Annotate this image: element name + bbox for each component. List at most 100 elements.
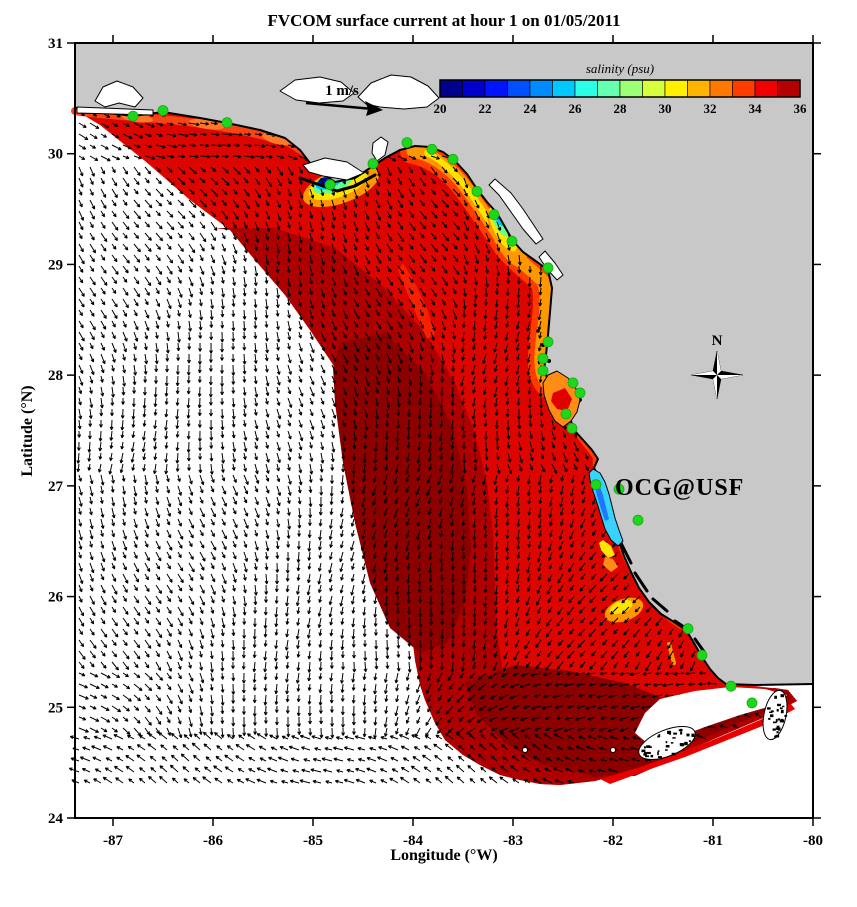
island-speckle: [777, 727, 781, 731]
charlotte-mouth-yellow: [599, 540, 615, 558]
station-dot: [590, 479, 602, 491]
colorbar-segment: [507, 79, 531, 98]
bay-apalachicola-lagoon: [302, 157, 365, 181]
island-speckle: [646, 745, 651, 748]
bay-pensacola: [94, 80, 144, 108]
island-speckle: [768, 717, 771, 720]
y-tick-label: 25: [48, 700, 63, 716]
x-tick-label: -81: [703, 833, 723, 849]
station-dot: [613, 483, 625, 495]
y-tick-label: 28: [48, 368, 63, 384]
keys-island-cluster-1-speckles: [641, 728, 695, 759]
station-dot: [367, 158, 379, 170]
x-tick-label: -87: [103, 833, 123, 849]
axes-box-and-ticks: -87 -86 -85 -84 -83 -82 -81 -80 31 30 29 28 27 26 25 24: [48, 35, 823, 849]
watermark-text: OCG@USF: [615, 475, 744, 501]
colorbar-tick-label: 26: [569, 101, 583, 116]
island-hole-2: [610, 747, 616, 753]
bigbend-marsh-strip: [488, 178, 544, 245]
x-tick-label: -85: [303, 833, 323, 849]
island-speckle: [774, 735, 778, 738]
station-dot: [560, 408, 572, 420]
x-tick-label: -80: [803, 833, 823, 849]
station-dot: [566, 422, 578, 434]
colorbar-segment: [732, 79, 756, 98]
colorbar-tick-label: 30: [659, 101, 672, 116]
island-speckle: [779, 707, 783, 710]
x-tick-label: -83: [503, 833, 523, 849]
current-vector-arrows: [68, 111, 784, 784]
tampa-bay-red-patch: [551, 388, 572, 411]
colorbar-segment: [664, 79, 688, 98]
keys-island-cluster-2: [762, 689, 788, 741]
island-speckle: [688, 740, 691, 743]
x-tick-label: -86: [203, 833, 223, 849]
colorbar-segment: [439, 79, 463, 98]
island-speckle: [776, 731, 779, 734]
station-dot: [447, 153, 459, 165]
island-speckle: [673, 732, 677, 735]
island-speckle: [770, 710, 774, 713]
bay-st-joseph: [371, 136, 389, 162]
scale-arrow: 1 m/s: [305, 83, 383, 116]
y-tick-label: 31: [48, 36, 63, 52]
island-speckle: [665, 741, 668, 744]
colorbar-segment: [552, 79, 576, 98]
colorbar-segment: [642, 79, 666, 98]
island-speckle: [782, 705, 785, 708]
charlotte-mouth-orange: [603, 557, 618, 572]
station-dot: [682, 623, 694, 635]
station-dot: [488, 209, 500, 221]
compass-star-white-n: [717, 351, 721, 375]
north-blob-3: [262, 132, 292, 146]
sanibel-yellow: [609, 600, 633, 614]
station-dot: [632, 514, 644, 526]
y-tick-label: 30: [48, 147, 63, 163]
bay-panama-city: [357, 74, 440, 110]
barrier-apalachicola: [298, 173, 377, 193]
y-tick-label: 26: [48, 590, 64, 606]
compass-star-white-w: [691, 371, 717, 375]
colorbar-tick-label: 32: [704, 101, 717, 116]
island-speckle: [686, 733, 690, 737]
compass-rose: N: [690, 333, 744, 400]
colorbar-segment: [777, 79, 801, 98]
plot-border: [74, 42, 814, 819]
bay-choctawhatchee: [279, 76, 355, 104]
compass-north-label: N: [712, 333, 723, 349]
island-speckle: [784, 714, 788, 717]
y-tick-label: 27: [48, 479, 64, 495]
island-speckle: [769, 711, 773, 714]
island-speckle: [772, 721, 777, 724]
station-dot: [537, 365, 549, 377]
scale-arrow-head: [365, 101, 383, 116]
island-speckle: [774, 695, 777, 699]
island-hole-1: [522, 747, 528, 753]
island-speckle: [767, 707, 771, 710]
colorbar-tick-label: 34: [749, 101, 763, 116]
station-dot: [471, 185, 483, 197]
island-speckle: [665, 745, 670, 748]
island-speckle: [643, 753, 647, 756]
x-tick-label: -82: [603, 833, 623, 849]
island-speckle: [643, 746, 646, 749]
barrier-sw-3: [651, 597, 669, 613]
bright-streak: [398, 263, 435, 339]
map-plot: 20 22 24 26 28 30 32 34 36 salinity (psu) 1 m/s …: [19, 11, 823, 864]
colorbar-segment: [484, 79, 508, 98]
island-speckle: [776, 708, 779, 712]
station-dot: [324, 179, 336, 191]
quiver-field: [68, 111, 784, 784]
island-speckle: [678, 729, 681, 732]
colorbar-segment: [529, 79, 553, 98]
island-speckle: [645, 755, 649, 758]
figure-title: FVCOM surface current at hour 1 on 01/05…: [267, 11, 620, 30]
island-speckle: [775, 727, 778, 730]
island-speckle: [649, 746, 652, 748]
island-speckle: [672, 737, 676, 739]
island-speckle: [679, 728, 683, 732]
salinity-core-center: [333, 333, 471, 653]
island-speckle: [670, 742, 674, 744]
island-speckle: [665, 749, 668, 751]
colorbar-segment: [687, 79, 711, 98]
